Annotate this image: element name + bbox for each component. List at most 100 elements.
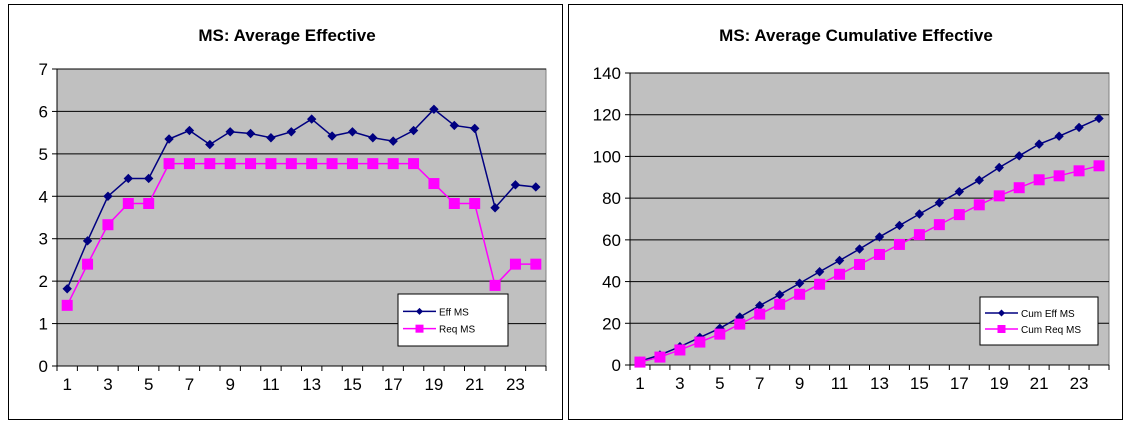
- data-point: [1093, 160, 1105, 172]
- legend-label: Cum Eff MS: [1021, 309, 1075, 320]
- x-tick-label: 5: [144, 375, 153, 394]
- x-tick-label: 23: [1070, 374, 1089, 393]
- data-point: [368, 133, 378, 143]
- data-point: [428, 178, 440, 190]
- y-tick-label: 40: [602, 273, 621, 292]
- data-point: [103, 191, 113, 201]
- x-tick-label: 21: [465, 375, 484, 394]
- data-point: [973, 199, 985, 211]
- data-point: [1073, 165, 1085, 177]
- data-point: [286, 127, 297, 137]
- data-point: [122, 197, 134, 209]
- data-point: [1094, 113, 1104, 124]
- data-point: [306, 114, 317, 124]
- data-point: [531, 182, 541, 192]
- chart-average-effective: MS: Average Effective 0 1 2 3 4 5 6 7 1 3 5 7 9 11 13 15…: [8, 4, 563, 420]
- data-point: [814, 267, 825, 277]
- data-point: [933, 219, 945, 231]
- x-tick-label: 7: [185, 375, 194, 394]
- data-point: [123, 173, 134, 184]
- data-point: [224, 158, 236, 170]
- data-point: [449, 120, 460, 131]
- data-point: [204, 158, 216, 170]
- x-tick-label: 13: [870, 374, 889, 393]
- data-point: [408, 125, 419, 136]
- legend-label: Req MS: [439, 325, 475, 336]
- data-point: [1013, 182, 1025, 194]
- x-tick-label: 15: [343, 375, 362, 394]
- data-point: [954, 186, 965, 197]
- x-tick-label: 3: [103, 375, 112, 394]
- x-tick-label: 15: [910, 374, 929, 393]
- data-point: [674, 344, 686, 356]
- data-point: [448, 197, 460, 209]
- data-point: [894, 220, 905, 231]
- data-point: [62, 284, 72, 294]
- y-tick-label: 100: [593, 147, 621, 166]
- x-tick-label: 9: [795, 374, 804, 393]
- data-point: [1074, 122, 1084, 133]
- legend: [397, 293, 509, 347]
- data-point: [183, 158, 195, 170]
- chart-average-cumulative-effective-svg: MS: Average Cumulative Effective 0 20 40 60 8…: [593, 26, 1110, 393]
- y-tick-label: 20: [602, 314, 621, 333]
- data-point: [184, 125, 195, 136]
- data-point: [490, 203, 500, 213]
- data-point: [509, 258, 521, 270]
- y-tick-label: 2: [39, 272, 48, 291]
- data-point: [1014, 151, 1024, 161]
- y-tick-label: 5: [39, 145, 48, 164]
- data-point: [306, 158, 318, 170]
- x-tick-label: 1: [62, 375, 71, 394]
- data-point: [913, 229, 925, 241]
- x-tick-label: 9: [225, 375, 234, 394]
- data-point: [530, 258, 542, 270]
- data-point: [1034, 139, 1044, 149]
- data-point: [874, 232, 885, 242]
- y-tick-label: 4: [39, 187, 48, 206]
- x-tick-label: 19: [424, 375, 443, 394]
- legend: [979, 296, 1099, 346]
- chart-average-cumulative-effective: MS: Average Cumulative Effective 0 20 40 60 8…: [568, 4, 1123, 420]
- data-point: [510, 180, 521, 190]
- data-point: [285, 158, 297, 170]
- data-point: [934, 198, 945, 208]
- chart-title: MS: Average Cumulative Effective: [719, 26, 993, 45]
- data-point: [82, 258, 94, 270]
- data-point: [408, 158, 420, 170]
- data-point: [794, 288, 806, 300]
- data-point: [143, 197, 155, 209]
- x-tick-label: 7: [755, 374, 764, 393]
- data-point: [974, 175, 984, 185]
- y-tick-label: 3: [39, 230, 48, 249]
- data-point: [164, 134, 174, 144]
- data-point: [834, 255, 845, 266]
- y-tick-label: 0: [612, 356, 621, 375]
- data-point: [754, 308, 766, 320]
- y-tick-label: 80: [602, 189, 621, 208]
- x-tick-label: 11: [262, 375, 280, 394]
- x-tick-label: 19: [990, 374, 1009, 393]
- data-point: [1053, 170, 1065, 182]
- y-tick-label: 1: [39, 315, 48, 334]
- data-point: [205, 139, 215, 150]
- y-tick-label: 120: [593, 106, 621, 125]
- data-point: [873, 248, 885, 260]
- data-point: [347, 127, 358, 137]
- x-tick-label: 21: [1030, 374, 1049, 393]
- data-point: [346, 158, 358, 170]
- y-tick-label: 140: [593, 64, 621, 83]
- data-point: [654, 351, 666, 363]
- data-point: [61, 299, 73, 311]
- legend-marker: [998, 309, 1005, 317]
- data-point: [367, 158, 379, 170]
- data-point: [143, 173, 154, 184]
- data-point: [102, 219, 114, 231]
- data-point: [429, 104, 439, 115]
- data-point: [327, 131, 337, 141]
- chart-title: MS: Average Effective: [198, 26, 375, 45]
- data-point: [326, 158, 338, 170]
- data-point: [814, 278, 826, 290]
- data-point: [469, 123, 480, 134]
